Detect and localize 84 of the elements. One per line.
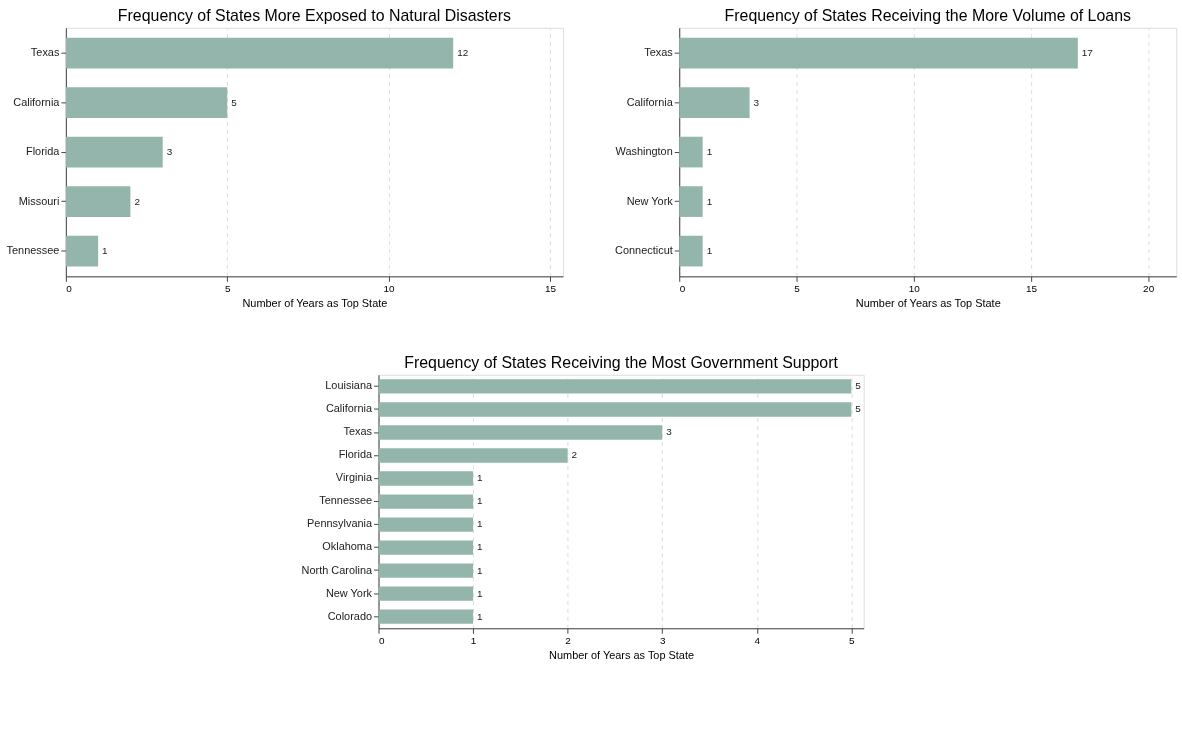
y-tick-label: Virginia [335, 471, 373, 484]
data-label: 5 [855, 380, 862, 392]
chart-title: Frequency of States Receiving the More Volume of Loans [724, 6, 1131, 24]
bar [378, 471, 474, 486]
y-tick-label: California [325, 402, 373, 415]
y-tick-label: New York [626, 194, 674, 207]
bar [679, 136, 703, 168]
data-label: 1 [477, 610, 484, 622]
x-tick-label: 2 [565, 634, 572, 646]
bar [378, 563, 474, 578]
data-label: 12 [457, 47, 469, 59]
bar [679, 186, 703, 217]
x-tick-label: 10 [383, 282, 396, 294]
data-label: 5 [855, 403, 862, 415]
bar [378, 402, 852, 417]
x-tick-label: 10 [908, 282, 921, 294]
bar [65, 37, 454, 69]
y-tick-label: Connecticut [615, 244, 673, 257]
bar [65, 136, 163, 168]
y-tick-label: Pennsylvania [307, 517, 373, 530]
data-label: 3 [666, 426, 673, 438]
data-label: 1 [477, 541, 484, 553]
x-tick-label: 0 [66, 282, 73, 294]
bar [378, 586, 474, 601]
x-tick-label: 5 [794, 282, 801, 294]
y-tick-label: Florida [26, 145, 61, 158]
bar [378, 448, 568, 463]
data-label: 1 [706, 195, 713, 207]
x-tick-label: 15 [1025, 282, 1038, 294]
data-label: 1 [706, 146, 713, 158]
x-axis-title: Number of Years as Top State [549, 648, 695, 661]
x-tick-label: 15 [544, 282, 557, 294]
bar [679, 87, 750, 118]
x-tick-label: 1 [470, 634, 477, 646]
bar [65, 235, 99, 267]
data-label: 1 [102, 245, 109, 257]
y-tick-label: Texas [343, 425, 373, 438]
bar [378, 540, 474, 555]
data-label: 3 [753, 96, 760, 108]
x-tick-label: 3 [659, 634, 666, 646]
bar [378, 609, 474, 624]
data-label: 17 [1081, 47, 1094, 59]
x-axis-title: Number of Years as Top State [855, 296, 1001, 309]
data-label: 1 [477, 587, 484, 599]
y-tick-label: California [13, 95, 61, 108]
bar [378, 517, 474, 532]
y-tick-label: Washington [615, 145, 673, 158]
bar [65, 87, 228, 118]
data-label: 3 [166, 146, 173, 158]
bar [378, 494, 474, 509]
y-tick-label: Tennessee [319, 494, 373, 507]
data-label: 2 [571, 449, 578, 461]
data-label: 1 [477, 472, 484, 484]
x-tick-label: 5 [849, 634, 856, 646]
data-label: 1 [477, 495, 484, 507]
y-tick-label: California [626, 95, 674, 108]
y-tick-label: Louisiana [325, 379, 373, 392]
x-axis-title: Number of Years as Top State [242, 296, 388, 309]
data-label: 2 [134, 195, 141, 207]
y-tick-label: Florida [338, 448, 373, 461]
chart-title: Frequency of States Receiving the Most Government Support [404, 353, 839, 371]
bar [378, 425, 663, 440]
y-tick-label: Colorado [327, 609, 373, 622]
chart-title: Frequency of States More Exposed to Natural Disasters [117, 6, 511, 24]
bar [679, 235, 703, 267]
data-label: 1 [477, 518, 484, 530]
y-tick-label: Texas [644, 46, 674, 59]
y-tick-label: New York [325, 586, 373, 599]
data-label: 5 [231, 96, 238, 108]
x-tick-label: 0 [679, 282, 686, 294]
bar [679, 37, 1078, 69]
y-tick-label: Tennessee [6, 244, 60, 257]
data-label: 1 [477, 564, 484, 576]
bar [65, 186, 131, 217]
y-tick-label: Oklahoma [322, 540, 373, 553]
data-label: 1 [706, 245, 713, 257]
x-tick-label: 20 [1143, 282, 1155, 294]
y-tick-label: North Carolina [301, 563, 373, 576]
x-tick-label: 5 [224, 282, 231, 294]
x-tick-label: 0 [379, 634, 386, 646]
y-tick-label: Texas [30, 46, 60, 59]
bar [378, 379, 852, 394]
y-tick-label: Missouri [18, 194, 60, 207]
x-tick-label: 4 [754, 634, 761, 646]
